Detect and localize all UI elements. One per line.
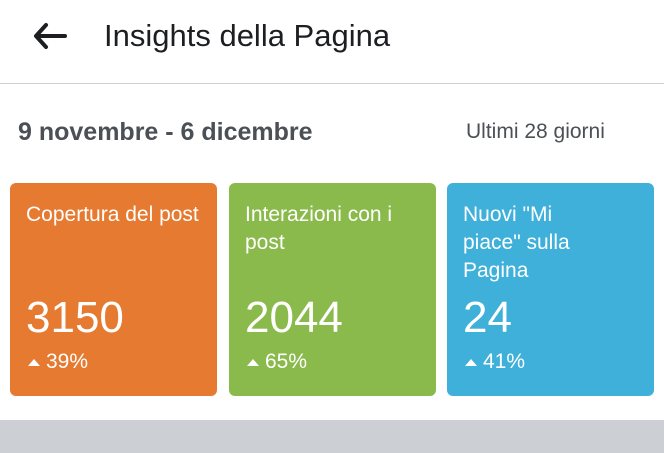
post-reach-card[interactable]: Copertura del post 3150 39% — [10, 183, 217, 396]
period-selector[interactable]: Ultimi 28 giorni — [466, 120, 605, 144]
section-separator — [0, 420, 664, 453]
card-change-value: 65% — [265, 350, 308, 373]
triangle-up-icon — [247, 359, 259, 366]
triangle-up-icon — [465, 359, 477, 366]
card-change-value: 41% — [483, 350, 526, 373]
new-page-likes-card[interactable]: Nuovi "Mi piace" sulla Pagina 24 41% — [447, 183, 654, 396]
card-label: Interazioni con i post — [245, 203, 393, 254]
card-change-value: 39% — [46, 350, 89, 373]
card-change: 41% — [465, 349, 525, 375]
date-range-label: 9 novembre - 6 dicembre — [18, 118, 313, 146]
card-change: 39% — [28, 349, 88, 375]
card-value: 2044 — [245, 293, 343, 342]
arrow-left-icon — [34, 23, 67, 49]
card-label: Nuovi "Mi piace" sulla Pagina — [463, 203, 570, 282]
header-divider — [0, 83, 664, 84]
page-title: Insights della Pagina — [104, 18, 391, 53]
card-value: 24 — [463, 293, 512, 342]
app-header: Insights della Pagina — [0, 0, 664, 84]
card-value: 3150 — [26, 293, 124, 342]
triangle-up-icon — [28, 359, 40, 366]
date-range-row: 9 novembre - 6 dicembre Ultimi 28 giorni — [0, 84, 664, 180]
back-button[interactable] — [28, 16, 72, 56]
post-engagement-card[interactable]: Interazioni con i post 2044 65% — [229, 183, 436, 396]
card-change: 65% — [247, 349, 307, 375]
card-label: Copertura del post — [26, 203, 199, 226]
period-selector-label: Ultimi 28 giorni — [466, 120, 605, 143]
